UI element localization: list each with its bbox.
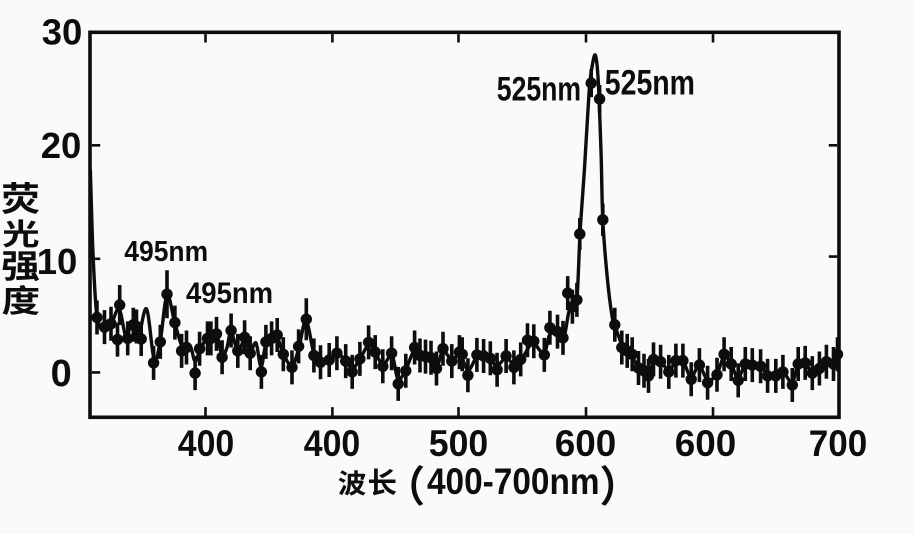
svg-text:20: 20 [41,125,82,166]
svg-text:400: 400 [304,423,361,464]
svg-text:495nm: 495nm [186,277,273,310]
svg-text:400: 400 [178,423,235,464]
svg-text:0: 0 [51,353,72,395]
svg-text:525nm: 525nm [605,64,695,103]
svg-text:600: 600 [675,423,737,464]
svg-text:700: 700 [809,423,868,464]
svg-text:500: 500 [429,423,489,464]
svg-text:10: 10 [37,241,78,282]
svg-text:525nm: 525nm [497,70,581,108]
svg-text:400-700nm: 400-700nm [427,461,600,502]
svg-text:600: 600 [555,423,617,464]
svg-text:495nm: 495nm [124,236,208,268]
svg-text:30: 30 [42,12,83,53]
